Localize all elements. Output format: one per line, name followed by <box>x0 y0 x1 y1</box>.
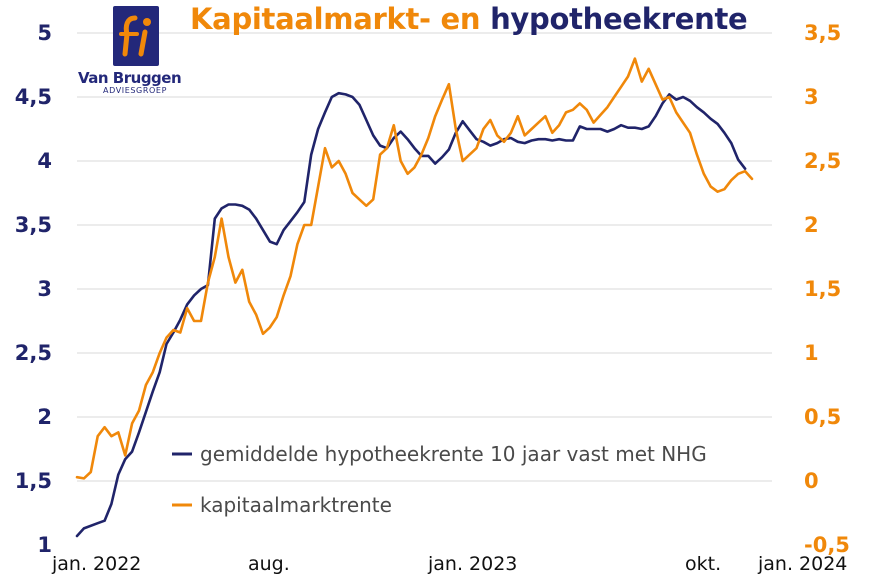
legend-label-hypotheekrente: gemiddelde hypotheekrente 10 jaar vast m… <box>200 442 707 466</box>
x-tick-label: jan. 2022 <box>51 553 141 575</box>
van-bruggen-logo: Van Bruggen ADVIESGROEP <box>78 6 198 96</box>
y-left-tick-label: 5 <box>37 21 52 45</box>
x-axis: jan. 2022 aug. jan. 2023 okt. jan. 2024 <box>51 553 847 575</box>
y-right-tick-label: 1,5 <box>804 277 841 301</box>
series-lines <box>75 57 754 538</box>
x-tick-label: aug. <box>248 553 290 575</box>
legend-label-kapitaalmarktrente: kapitaalmarktrente <box>200 493 392 517</box>
y-right-tick-label: 0,5 <box>804 405 841 429</box>
y-left-tick-label: 3 <box>37 277 52 301</box>
y-right-tick-label: 2 <box>804 213 819 237</box>
x-tick-label: jan. 2023 <box>427 553 517 575</box>
series-line-hypotheekrente <box>75 91 747 538</box>
logo-subtitle: ADVIESGROEP <box>103 86 167 95</box>
y-right-tick-label: 3,5 <box>804 21 841 45</box>
y-left-tick-label: 4 <box>37 149 52 173</box>
left-axis: 1 1,5 2 2,5 3 3,5 4 4,5 5 <box>15 21 52 557</box>
y-left-tick-label: 1 <box>37 533 52 557</box>
y-right-tick-label: 2,5 <box>804 149 841 173</box>
chart-title: Kapitaalmarkt- en hypotheekrente <box>190 2 748 36</box>
series-line-kapitaalmarktrente <box>75 57 754 480</box>
title-part-2: hypotheekrente <box>490 2 748 36</box>
legend: gemiddelde hypotheekrente 10 jaar vast m… <box>172 442 707 517</box>
logo-name: Van Bruggen <box>78 69 182 87</box>
y-right-tick-label: 1 <box>804 341 819 365</box>
y-left-tick-label: 2,5 <box>15 341 52 365</box>
y-right-tick-label: 3 <box>804 85 819 109</box>
y-left-tick-label: 3,5 <box>15 213 52 237</box>
right-axis: -0,5 0 0,5 1 1,5 2 2,5 3 3,5 <box>804 21 850 557</box>
title-part-1: Kapitaalmarkt- en <box>190 2 481 36</box>
x-tick-label: jan. 2024 <box>757 553 847 575</box>
y-right-tick-label: -0,5 <box>804 533 850 557</box>
y-right-tick-label: 0 <box>804 469 819 493</box>
logo-fi-icon <box>119 15 151 57</box>
y-left-tick-label: 2 <box>37 405 52 429</box>
logo-mark <box>113 6 159 66</box>
y-left-tick-label: 1,5 <box>15 469 52 493</box>
y-left-tick-label: 4,5 <box>15 85 52 109</box>
gridlines <box>77 32 772 482</box>
x-tick-label: okt. <box>685 553 721 575</box>
